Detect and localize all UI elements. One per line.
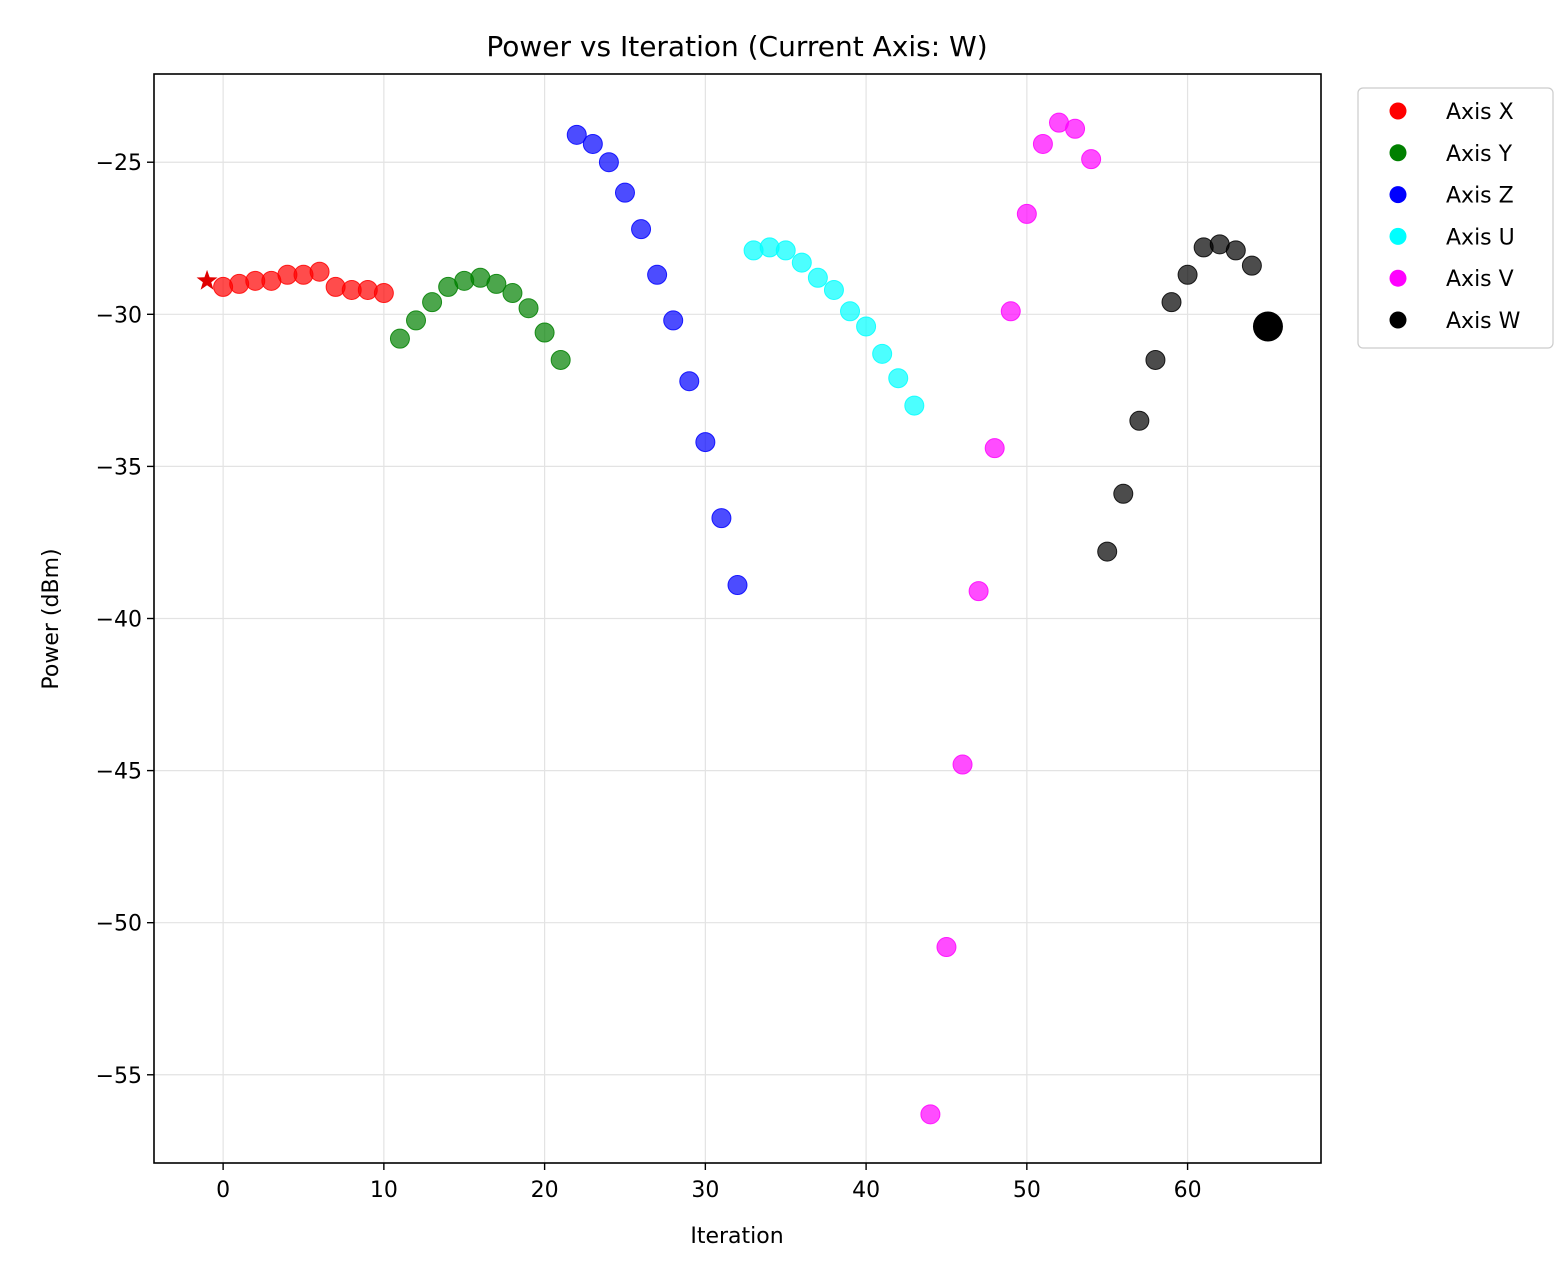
legend: Axis X Axis Y Axis Z Axis U Axis V Axis W: [1357, 87, 1554, 349]
data-point: [373, 283, 394, 304]
grid-layer: [154, 74, 1321, 1163]
start-star-marker: [196, 269, 218, 290]
legend-label: Axis X: [1446, 100, 1514, 125]
x-tick-label: 40: [852, 1178, 880, 1203]
data-point: [904, 395, 925, 416]
data-point: [1145, 349, 1166, 370]
data-point: [389, 328, 410, 349]
y-tick-label: −50: [96, 912, 142, 937]
data-point: [872, 343, 893, 364]
legend-label: Axis V: [1446, 267, 1514, 292]
data-point: [695, 432, 716, 453]
x-tick-label: 10: [370, 1178, 398, 1203]
data-point: [823, 279, 844, 300]
x-tick-label: 60: [1174, 1178, 1202, 1203]
data-point: [679, 371, 700, 392]
x-tick-label: 0: [216, 1178, 230, 1203]
data-point: [1065, 118, 1086, 139]
data-point: [807, 267, 828, 288]
data-point: [1032, 133, 1053, 154]
legend-label: Axis Z: [1446, 184, 1514, 209]
legend-marker: [1389, 227, 1407, 245]
data-point: [856, 316, 877, 337]
current-position-marker: [1252, 311, 1283, 342]
data-point: [1113, 483, 1134, 504]
y-axis-title: Power (dBm): [39, 548, 64, 689]
x-tick-label: 20: [531, 1178, 559, 1203]
x-tick-label: 50: [1013, 1178, 1041, 1203]
data-point: [309, 261, 330, 282]
data-point: [534, 322, 555, 343]
legend-marker: [1389, 311, 1407, 329]
legend-marker: [1389, 144, 1407, 162]
data-point: [614, 182, 635, 203]
y-tick-label: −40: [96, 608, 142, 633]
legend-label: Axis Y: [1446, 142, 1513, 167]
data-point: [647, 264, 668, 285]
data-point: [775, 240, 796, 261]
y-tick-label: −35: [96, 455, 142, 480]
data-point: [1000, 301, 1021, 322]
y-tick-label: −30: [96, 303, 142, 328]
data-point: [422, 292, 443, 313]
data-point: [406, 310, 427, 331]
data-point: [1097, 541, 1118, 562]
data-point: [791, 252, 812, 273]
data-point: [1161, 292, 1182, 313]
y-tick-label: −55: [96, 1064, 142, 1089]
data-point: [582, 133, 603, 154]
data-point: [1016, 203, 1037, 224]
data-point: [631, 219, 652, 240]
data-point: [952, 754, 973, 775]
data-point: [486, 273, 507, 294]
data-point: [1241, 255, 1262, 276]
legend-marker: [1389, 102, 1407, 120]
data-point: [566, 124, 587, 145]
data-point: [840, 301, 861, 322]
legend-marker: [1389, 269, 1407, 287]
data-point: [1081, 149, 1102, 170]
chart-title: Power vs Iteration (Current Axis: W): [486, 30, 987, 63]
data-point: [1177, 264, 1198, 285]
data-point: [984, 438, 1005, 459]
data-point: [936, 937, 957, 958]
ticks-layer: 0 10 20 30 40 50 60 −25 −30 −35 −40 −45 −50 −55: [96, 151, 1202, 1203]
data-point: [1225, 240, 1246, 261]
legend-marker: [1389, 186, 1407, 204]
x-tick-label: 30: [691, 1178, 719, 1203]
data-point: [518, 298, 539, 319]
data-point: [502, 283, 523, 304]
legend-label: Axis W: [1446, 309, 1521, 334]
data-point: [550, 349, 571, 370]
data-point: [888, 368, 909, 389]
data-point: [968, 581, 989, 602]
data-point: [598, 152, 619, 173]
legend-label: Axis U: [1446, 225, 1515, 250]
points-layer: [196, 112, 1283, 1125]
data-point: [663, 310, 684, 331]
legend-box: [1357, 87, 1554, 349]
data-point: [920, 1104, 941, 1125]
data-point: [1129, 410, 1150, 431]
data-point: [727, 575, 748, 596]
data-point: [711, 508, 732, 529]
y-tick-label: −45: [96, 760, 142, 785]
y-tick-label: −25: [96, 151, 142, 176]
x-axis-title: Iteration: [690, 1224, 783, 1249]
